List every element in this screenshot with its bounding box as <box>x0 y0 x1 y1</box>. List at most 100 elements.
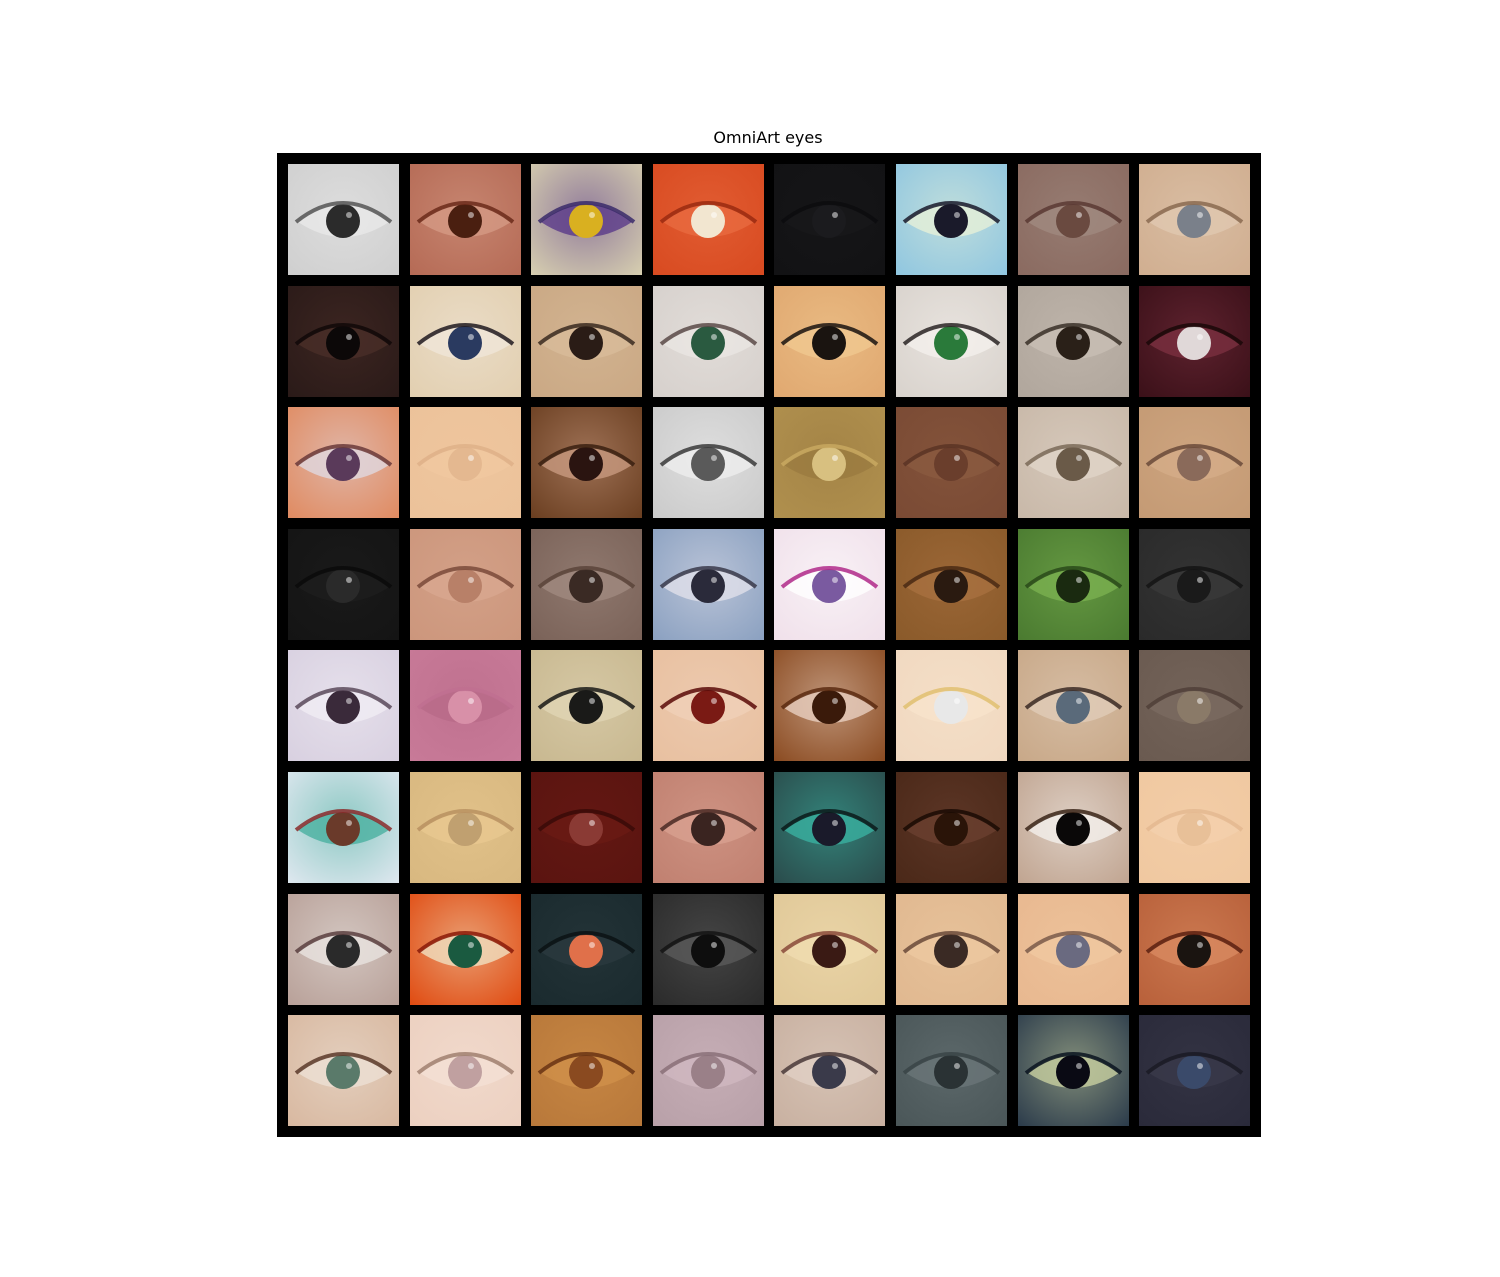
eye-crop-image <box>410 650 521 761</box>
eye-image-tile <box>410 1015 521 1126</box>
eye-image-tile <box>896 650 1007 761</box>
eye-crop-image <box>1018 164 1129 275</box>
eye-crop-image <box>1139 529 1250 640</box>
eye-crop-image <box>653 772 764 883</box>
eye-crop-image <box>653 529 764 640</box>
eye-crop-image <box>653 407 764 518</box>
eye-crop-image <box>410 286 521 397</box>
eye-crop-image <box>410 164 521 275</box>
eye-image-tile <box>288 894 399 1005</box>
eye-crop-image <box>653 164 764 275</box>
eye-crop-image <box>896 894 1007 1005</box>
eye-image-tile <box>774 894 885 1005</box>
eye-crop-image <box>410 1015 521 1126</box>
eye-image-tile <box>653 164 764 275</box>
eye-crop-image <box>1139 650 1250 761</box>
eye-image-tile <box>410 772 521 883</box>
eye-image-tile <box>653 894 764 1005</box>
eye-crop-image <box>653 894 764 1005</box>
eye-crop-image <box>1139 772 1250 883</box>
eye-image-tile <box>288 1015 399 1126</box>
eye-crop-image <box>1139 407 1250 518</box>
eye-crop-image <box>896 529 1007 640</box>
eye-crop-image <box>288 164 399 275</box>
eye-image-tile <box>653 1015 764 1126</box>
eye-image-tile <box>288 772 399 883</box>
eye-crop-image <box>896 286 1007 397</box>
eye-image-tile <box>410 894 521 1005</box>
eye-crop-image <box>531 1015 642 1126</box>
eye-image-tile <box>1018 772 1129 883</box>
eye-image-tile <box>288 407 399 518</box>
eye-image-tile <box>1139 772 1250 883</box>
image-grid <box>277 153 1261 1137</box>
eye-crop-image <box>288 1015 399 1126</box>
eye-image-tile <box>774 772 885 883</box>
eye-image-tile <box>896 407 1007 518</box>
eye-crop-image <box>1139 286 1250 397</box>
eye-image-tile <box>896 529 1007 640</box>
eye-image-tile <box>1139 1015 1250 1126</box>
eye-image-tile <box>1018 1015 1129 1126</box>
eye-crop-image <box>288 894 399 1005</box>
eye-crop-image <box>288 529 399 640</box>
eye-crop-image <box>1018 894 1129 1005</box>
eye-crop-image <box>288 650 399 761</box>
eye-image-tile <box>1139 164 1250 275</box>
eye-image-tile <box>653 286 764 397</box>
eye-crop-image <box>1139 164 1250 275</box>
eye-image-tile <box>1139 286 1250 397</box>
eye-image-tile <box>531 650 642 761</box>
eye-image-tile <box>774 529 885 640</box>
eye-crop-image <box>774 772 885 883</box>
eye-image-tile <box>774 1015 885 1126</box>
eye-crop-image <box>1018 650 1129 761</box>
eye-crop-image <box>1139 1015 1250 1126</box>
eye-crop-image <box>531 894 642 1005</box>
eye-crop-image <box>410 772 521 883</box>
eye-crop-image <box>896 407 1007 518</box>
eye-crop-image <box>288 286 399 397</box>
eye-image-tile <box>1139 894 1250 1005</box>
eye-crop-image <box>410 407 521 518</box>
eye-image-tile <box>1018 650 1129 761</box>
eye-crop-image <box>410 894 521 1005</box>
eye-image-tile <box>653 772 764 883</box>
eye-crop-image <box>774 164 885 275</box>
eye-image-tile <box>774 286 885 397</box>
eye-image-tile <box>288 650 399 761</box>
eye-image-tile <box>1139 407 1250 518</box>
eye-image-tile <box>653 529 764 640</box>
eye-crop-image <box>410 529 521 640</box>
eye-crop-image <box>774 286 885 397</box>
eye-image-tile <box>896 164 1007 275</box>
eye-image-tile <box>1139 529 1250 640</box>
eye-image-tile <box>896 1015 1007 1126</box>
eye-image-tile <box>410 164 521 275</box>
eye-image-tile <box>774 164 885 275</box>
eye-image-tile <box>896 286 1007 397</box>
eye-crop-image <box>774 529 885 640</box>
eye-crop-image <box>653 650 764 761</box>
eye-crop-image <box>531 650 642 761</box>
eye-image-tile <box>531 1015 642 1126</box>
eye-image-tile <box>653 650 764 761</box>
eye-crop-image <box>1139 894 1250 1005</box>
eye-crop-image <box>531 286 642 397</box>
eye-image-tile <box>774 650 885 761</box>
figure-title: OmniArt eyes <box>713 128 823 147</box>
eye-crop-image <box>1018 529 1129 640</box>
eye-crop-image <box>531 529 642 640</box>
eye-image-tile <box>410 529 521 640</box>
eye-image-tile <box>1018 407 1129 518</box>
eye-image-tile <box>531 772 642 883</box>
eye-image-tile <box>531 894 642 1005</box>
eye-image-tile <box>410 407 521 518</box>
eye-crop-image <box>288 772 399 883</box>
eye-image-tile <box>1018 894 1129 1005</box>
eye-crop-image <box>896 650 1007 761</box>
eye-crop-image <box>531 164 642 275</box>
eye-image-tile <box>288 286 399 397</box>
eye-crop-image <box>531 772 642 883</box>
eye-image-tile <box>410 650 521 761</box>
